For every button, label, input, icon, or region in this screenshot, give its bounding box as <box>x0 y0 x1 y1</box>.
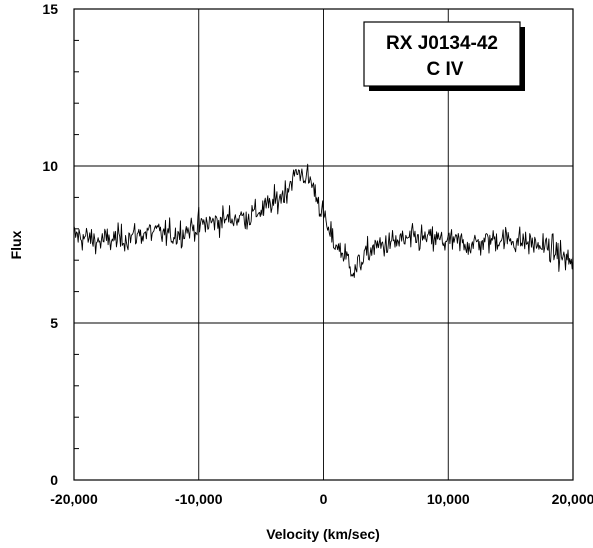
y-tick-label: 15 <box>42 1 58 17</box>
x-tick-label: 0 <box>320 491 328 507</box>
y-tick-label: 0 <box>50 472 58 488</box>
plot-frame <box>73 8 574 481</box>
y-tick-labels: 0 5 10 15 <box>42 1 58 488</box>
chart-series-group <box>73 163 574 278</box>
x-tick-label: -20,000 <box>50 491 98 507</box>
x-tick-labels: -20,000 -10,000 0 10,000 20,000 <box>50 491 593 507</box>
x-axis-title: Velocity (km/sec) <box>266 526 380 542</box>
x-tick-label: 10,000 <box>427 491 470 507</box>
y-minor-ticks <box>74 8 79 481</box>
y-tick-label: 10 <box>42 158 58 174</box>
legend-line-1: RX J0134-42 <box>386 33 498 54</box>
legend-line-2: C IV <box>427 59 464 80</box>
series-line-1 <box>73 163 574 278</box>
y-axis-title: Flux <box>8 230 24 259</box>
y-tick-label: 5 <box>50 315 58 331</box>
legend-frame <box>363 21 521 87</box>
x-tick-label: -10,000 <box>175 491 223 507</box>
x-tick-label: 20,000 <box>552 491 593 507</box>
series-legend-box: RX J0134-42 C IV <box>363 21 525 91</box>
